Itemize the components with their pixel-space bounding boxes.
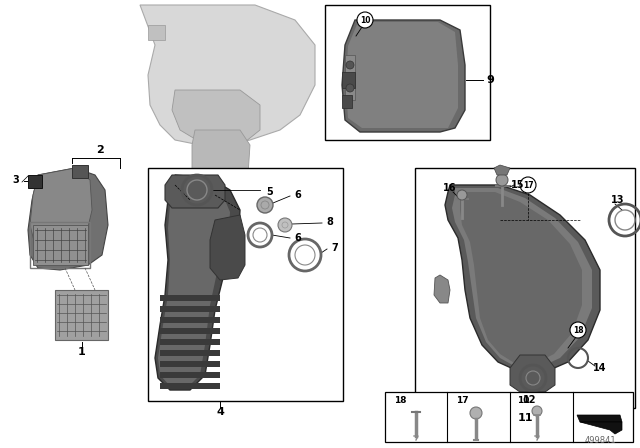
Polygon shape (160, 372, 220, 378)
Circle shape (496, 174, 508, 186)
Text: 17: 17 (523, 181, 533, 190)
Circle shape (532, 406, 542, 416)
Polygon shape (140, 5, 315, 145)
Text: 15: 15 (511, 180, 525, 190)
Text: 499841: 499841 (584, 436, 616, 445)
Text: 7: 7 (332, 243, 339, 253)
Text: 6: 6 (294, 233, 301, 243)
Text: 9: 9 (486, 75, 494, 85)
Text: 17: 17 (456, 396, 468, 405)
Polygon shape (155, 175, 240, 390)
Polygon shape (494, 165, 510, 175)
Text: 6: 6 (294, 190, 301, 200)
Polygon shape (172, 90, 260, 142)
Polygon shape (72, 165, 88, 178)
Polygon shape (160, 317, 220, 323)
Text: 5: 5 (267, 187, 273, 197)
Circle shape (470, 407, 482, 419)
Polygon shape (342, 95, 352, 108)
Text: 10: 10 (517, 396, 529, 405)
Text: 10: 10 (360, 16, 371, 25)
Circle shape (346, 61, 354, 69)
Circle shape (520, 177, 536, 193)
Circle shape (570, 322, 586, 338)
Circle shape (346, 84, 354, 92)
Polygon shape (342, 72, 355, 88)
Polygon shape (160, 361, 220, 367)
Circle shape (457, 190, 467, 200)
Polygon shape (434, 275, 450, 303)
Text: 1: 1 (78, 347, 86, 357)
Polygon shape (346, 22, 458, 128)
Bar (415, 168, 635, 408)
Polygon shape (158, 178, 230, 387)
Text: 18: 18 (394, 396, 406, 405)
Polygon shape (148, 25, 165, 40)
Polygon shape (460, 192, 582, 364)
Circle shape (257, 197, 273, 213)
Polygon shape (160, 328, 220, 334)
Text: 2: 2 (96, 145, 104, 155)
Text: 12: 12 (524, 395, 537, 405)
Polygon shape (192, 130, 250, 185)
Text: 14: 14 (593, 363, 607, 373)
Polygon shape (55, 290, 108, 340)
Bar (325, 5, 490, 140)
Polygon shape (345, 55, 355, 100)
Polygon shape (210, 215, 245, 280)
Text: 11: 11 (517, 413, 532, 423)
Polygon shape (342, 20, 465, 132)
Text: 16: 16 (444, 183, 457, 193)
Polygon shape (165, 175, 225, 208)
Polygon shape (160, 295, 220, 301)
Text: 8: 8 (326, 217, 333, 227)
Polygon shape (580, 422, 622, 434)
Polygon shape (510, 355, 555, 392)
Circle shape (357, 12, 373, 28)
Text: 13: 13 (611, 195, 625, 205)
Polygon shape (28, 175, 42, 188)
Polygon shape (160, 383, 220, 389)
Polygon shape (160, 339, 220, 345)
Circle shape (278, 218, 292, 232)
Bar (148, 168, 343, 401)
Text: 3: 3 (13, 175, 19, 185)
Bar (385, 392, 633, 442)
Polygon shape (577, 415, 622, 422)
Polygon shape (30, 168, 92, 252)
Polygon shape (33, 225, 88, 265)
Polygon shape (160, 350, 220, 356)
Polygon shape (452, 188, 592, 368)
Polygon shape (28, 168, 108, 270)
Polygon shape (445, 185, 600, 372)
Text: 4: 4 (216, 407, 224, 417)
Polygon shape (160, 306, 220, 312)
Text: 18: 18 (573, 326, 583, 335)
